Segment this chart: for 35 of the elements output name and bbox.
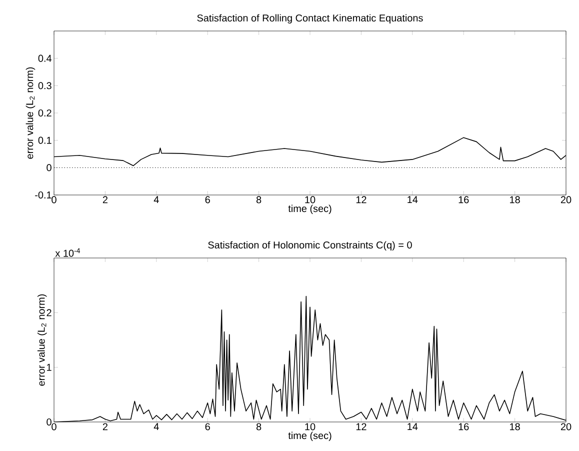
x-tick-label: 8	[256, 423, 262, 430]
x-tick-label: 16	[458, 196, 469, 204]
x-tick-label: 10	[305, 196, 316, 204]
y-tick-label: 2	[46, 309, 52, 316]
y-tick-label: 0.2	[38, 109, 52, 117]
x-axis-title: time (sec)	[288, 432, 332, 442]
y-tick-label: -0.1	[35, 191, 52, 199]
text: x 10$^{-4}$	[55, 248, 80, 257]
x-tick-label: 6	[205, 196, 210, 204]
x-tick-label: 18	[510, 423, 520, 430]
x-tick-label: 18	[510, 196, 520, 204]
x-tick-label: 14	[408, 196, 418, 204]
y-tick-label: 0.1	[38, 136, 52, 144]
x-tick-label: 20	[560, 423, 572, 430]
x-tick-label: 12	[356, 423, 366, 430]
x-tick-label: 20	[560, 196, 572, 204]
x-tick-label: 6	[205, 423, 210, 430]
y-tick-label: 0	[46, 164, 52, 172]
x-tick-label: 8	[256, 196, 262, 204]
y-tick-label: 0.4	[38, 54, 52, 62]
y-axis-title: error value (L$_{2}$ norm)	[37, 294, 47, 386]
x-tick-label: 14	[408, 423, 418, 430]
chart-title: Satisfaction of Holonomic Constraints C(q) = 0	[208, 241, 412, 250]
x-tick-label: 4	[154, 196, 159, 204]
x-tick-label: 16	[458, 423, 469, 430]
y-tick-label: 0.3	[38, 82, 52, 90]
x-tick-label: 2	[102, 196, 108, 204]
x-tick-label: 10	[305, 423, 316, 430]
x-axis-title: time (sec)	[288, 204, 332, 214]
x-tick-label: 2	[102, 423, 108, 430]
x-tick-label: 12	[356, 196, 366, 204]
y-axis-title: error value (L$_{2}$ norm)	[26, 67, 36, 159]
y-tick-label: 1	[47, 364, 52, 371]
chart-title: Satisfaction of Rolling Contact Kinematic Equations	[197, 14, 423, 24]
x-tick-label: 4	[154, 423, 159, 430]
